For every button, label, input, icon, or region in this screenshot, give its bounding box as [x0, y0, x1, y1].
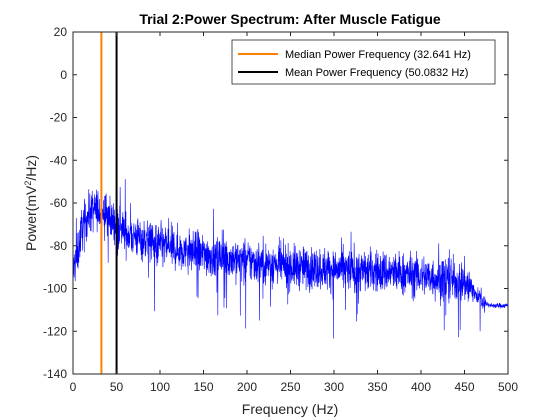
- y-axis-label-main: Power(mV: [23, 185, 39, 251]
- plot-area: [73, 32, 508, 374]
- y-axis-label-exponent: 2: [23, 181, 33, 186]
- y-tick-label: -100: [43, 282, 67, 296]
- spectrum-line: [72, 179, 509, 339]
- x-tick-label: 0: [70, 380, 77, 394]
- x-tick-label: 200: [237, 380, 257, 394]
- x-tick-label: 250: [280, 380, 300, 394]
- x-tick-label: 450: [454, 380, 474, 394]
- y-axis-label-unit: /Hz): [23, 155, 39, 181]
- legend: Median Power Frequency (32.641 Hz) Mean …: [231, 39, 496, 85]
- y-tick-label: -60: [50, 196, 68, 210]
- y-tick-label: -80: [50, 239, 68, 253]
- y-tick-label: -140: [43, 367, 67, 381]
- y-tick-label: 0: [60, 68, 67, 82]
- ticks-layer: 0 50 100 150 200 250 300 350 400 450 500-140-120-1…: [43, 25, 518, 394]
- y-tick-label: -20: [50, 111, 68, 125]
- y-tick-label: -120: [43, 324, 67, 338]
- legend-label-mean: Mean Power Frequency (50.0832 Hz): [285, 67, 468, 79]
- x-tick-label: 350: [367, 380, 387, 394]
- chart-title: Trial 2:Power Spectrum: After Muscle Fat…: [139, 11, 441, 27]
- x-tick-label: 50: [110, 380, 124, 394]
- x-tick-label: 500: [498, 380, 518, 394]
- y-axis-label: Power(mV2/Hz): [23, 155, 39, 251]
- legend-box: [231, 39, 496, 85]
- legend-label-median: Median Power Frequency (32.641 Hz): [285, 49, 471, 61]
- x-tick-label: 150: [193, 380, 213, 394]
- y-tick-label: 20: [54, 25, 68, 39]
- x-axis-label: Frequency (Hz): [242, 401, 338, 417]
- x-tick-label: 400: [411, 380, 431, 394]
- x-tick-label: 300: [324, 380, 344, 394]
- data-layer: [72, 32, 509, 374]
- y-tick-label: -40: [50, 153, 68, 167]
- x-tick-label: 100: [150, 380, 170, 394]
